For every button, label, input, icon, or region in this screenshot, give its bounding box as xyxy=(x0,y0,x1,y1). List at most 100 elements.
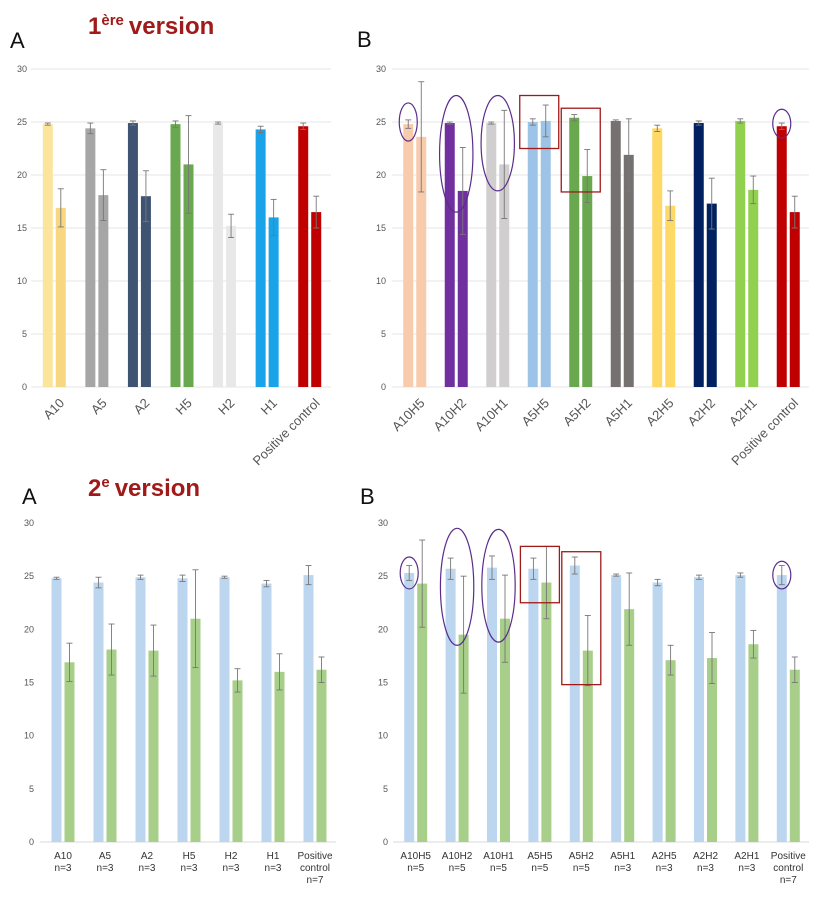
v2b-bar-9-0 xyxy=(776,575,787,842)
v1a-xlabel-3: H5 xyxy=(173,395,195,417)
v2a-xlabel-4-line-0: H2 xyxy=(225,851,238,862)
v2b-xlabel-2-line-0: A10H1 xyxy=(483,851,514,862)
v1b-bar-4-0 xyxy=(569,117,580,387)
v2a-xlabel-2: A2 n=3 xyxy=(139,851,156,874)
v1b-xlabel-6: A2H5 xyxy=(643,395,677,429)
heading-1-number: 1 xyxy=(88,13,101,40)
v2b-bar-8-1 xyxy=(748,644,759,842)
v2a-xlabel-3-line-0: H5 xyxy=(183,851,196,862)
v1b-bar-2-1 xyxy=(499,164,510,387)
v2b-bar-6-0 xyxy=(652,582,663,842)
v2a-bar-6-0 xyxy=(303,575,314,842)
v2b-xlabel-9-line-1: control xyxy=(773,863,803,874)
v2b-bar-1-1 xyxy=(458,634,469,842)
v1a-xlabel-4: H2 xyxy=(215,395,237,417)
v2b-bar-0-1 xyxy=(417,583,428,842)
v1b-annotation-rect-4 xyxy=(560,107,601,193)
v1a-bar-6-0 xyxy=(298,126,309,388)
v2a-xlabel-3: H5 n=3 xyxy=(181,851,198,874)
v2b-ytick-30: 30 xyxy=(378,518,388,528)
v2b-bar-2-0 xyxy=(487,567,497,842)
v1b-xlabel-4: A5H2 xyxy=(560,395,594,429)
v2b-xlabel-8-line-0: A2H1 xyxy=(734,851,759,862)
v2a-bar-1-1 xyxy=(106,649,117,842)
v1b-bar-7-1 xyxy=(706,203,717,387)
v2a-xlabel-4: H2 n=3 xyxy=(223,851,240,874)
v1b-ytick-5: 5 xyxy=(381,329,386,339)
v2a-bar-3-1 xyxy=(190,618,201,842)
v1a-bar-1-0 xyxy=(85,128,96,388)
v1b-xlabel-3: A5H5 xyxy=(519,395,553,429)
v1b-bar-6-0 xyxy=(652,128,663,388)
v2a-xlabel-0-line-1: n=3 xyxy=(55,863,72,874)
v2a-bar-6-1 xyxy=(316,669,327,842)
heading-2-number: 2 xyxy=(88,475,101,502)
v2a-xlabel-0: A10 n=3 xyxy=(54,851,72,874)
v2a-ytick-20: 20 xyxy=(24,624,34,634)
v2b-ytick-5: 5 xyxy=(383,784,388,794)
v2b-annotation-rect-4 xyxy=(561,551,602,686)
v2b-bar-1-0 xyxy=(445,568,456,842)
v2b-xlabel-3-line-1: n=5 xyxy=(531,863,548,874)
v2b-xlabel-0-line-0: A10H5 xyxy=(400,851,431,862)
v2a-xlabel-5-line-1: n=3 xyxy=(265,863,282,874)
v2b-xlabel-0-line-1: n=5 xyxy=(407,863,424,874)
v1b-bar-5-1 xyxy=(623,154,634,387)
v2b-xlabel-1: A10H2 n=5 xyxy=(442,851,473,874)
v1a-bar-0-1 xyxy=(55,207,66,387)
v2b-bar-6-1 xyxy=(665,660,676,842)
v1a-xlabel-1: A5 xyxy=(88,395,110,417)
v1a-bar-3-1 xyxy=(183,164,194,387)
v1b-bar-3-1 xyxy=(540,120,551,387)
v2b-xlabel-8: A2H1 n=3 xyxy=(734,851,759,874)
v1a-bar-1-1 xyxy=(98,195,109,387)
v1a-ytick-25: 25 xyxy=(17,117,27,127)
v1b-annotation-circle-2 xyxy=(480,94,516,192)
v1b-xlabel-7: A2H2 xyxy=(685,395,719,429)
v2b-xlabel-5: A5H1 n=3 xyxy=(610,851,635,874)
panel-letter-v1b: B xyxy=(357,27,372,52)
v2b-bar-4-0 xyxy=(569,565,580,842)
v1b-xlabel-2: A10H1 xyxy=(472,395,511,434)
v1a-ytick-30: 30 xyxy=(17,64,27,74)
v2b-annotation-circle-5 xyxy=(772,560,792,590)
v1a-bar-0-0 xyxy=(42,124,53,388)
v1a-bar-6-1 xyxy=(311,212,322,387)
v1a-xlabel-2: A2 xyxy=(130,395,152,417)
heading-version-2: 2e version xyxy=(88,474,200,502)
v2a-bar-4-1 xyxy=(232,680,243,842)
v2a-bar-5-1 xyxy=(274,671,285,842)
v2a-ytick-15: 15 xyxy=(24,678,34,688)
v1b-annotation-circle-1 xyxy=(438,94,474,213)
v1b-bar-0-1 xyxy=(416,136,427,387)
v2a-xlabel-2-line-0: A2 xyxy=(141,851,154,862)
v2a-xlabel-6-line-2: n=7 xyxy=(307,875,324,886)
v2b-ytick-10: 10 xyxy=(378,731,388,741)
v1b-annotation-rect-3 xyxy=(519,94,560,150)
v1b-bar-7-0 xyxy=(693,123,704,387)
v2a-bar-0-0 xyxy=(51,578,62,842)
v1a-ytick-20: 20 xyxy=(17,170,27,180)
v1b-ytick-0: 0 xyxy=(381,382,386,392)
heading-version-1: 1ère version xyxy=(88,12,214,40)
v2b-bar-3-0 xyxy=(528,568,539,842)
v2b-bar-0-0 xyxy=(404,572,415,842)
v1b-xlabel-8: A2H1 xyxy=(726,395,760,429)
v1b-bar-8-1 xyxy=(748,189,759,387)
heading-1-superscript: ère xyxy=(101,12,124,29)
v1b-ytick-30: 30 xyxy=(376,64,386,74)
v2b-annotation-circle-0 xyxy=(399,556,419,590)
v1a-bar-3-0 xyxy=(170,124,181,388)
v2b-xlabel-4-line-1: n=5 xyxy=(573,863,590,874)
v1a-bar-5-1 xyxy=(268,217,279,387)
v2b-annotation-rect-3 xyxy=(519,545,561,604)
v2a-ytick-25: 25 xyxy=(24,571,34,581)
v1b-bar-5-0 xyxy=(610,120,621,387)
v1b-xlabel-0: A10H5 xyxy=(389,395,428,434)
v2b-xlabel-5-line-1: n=3 xyxy=(614,863,631,874)
v2a-bar-2-1 xyxy=(148,650,159,842)
v1a-bar-4-0 xyxy=(213,123,224,387)
